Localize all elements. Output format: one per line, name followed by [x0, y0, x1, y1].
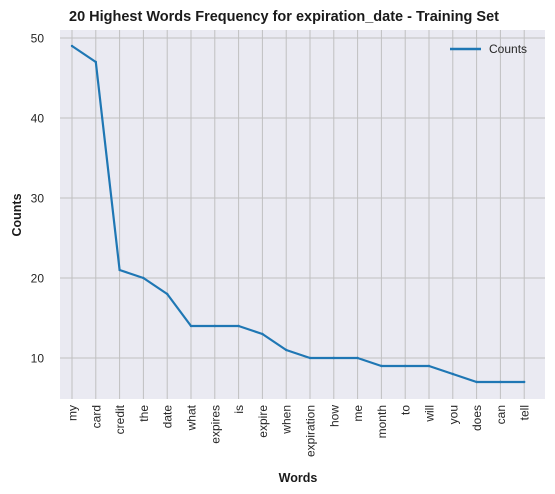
data-point-tell [523, 380, 526, 384]
x-tick-label: will [423, 405, 437, 423]
legend-label-counts: Counts [489, 42, 527, 56]
data-point-the [142, 276, 145, 280]
data-point-date [166, 292, 169, 296]
data-point-will [427, 364, 431, 368]
x-tick-label: expires [208, 405, 222, 444]
data-point-what [189, 324, 193, 328]
plot-area [60, 30, 545, 399]
data-point-does [475, 380, 478, 384]
data-point-expire [261, 332, 264, 336]
x-tick-label: expiration [304, 405, 318, 457]
data-point-you [451, 372, 454, 376]
data-point-expires [213, 324, 216, 328]
data-point-how [332, 356, 335, 360]
y-tick-label: 20 [31, 272, 45, 286]
y-tick-labels: 10 20 30 40 50 [31, 32, 45, 366]
x-tick-label: does [470, 405, 484, 431]
data-point-when [285, 348, 288, 352]
x-tick-label: to [399, 405, 413, 415]
data-point-expiration [308, 356, 312, 360]
data-point-can [499, 380, 502, 384]
data-point-me [356, 356, 359, 360]
y-axis-label: Counts [10, 193, 24, 236]
x-tick-label: date [161, 405, 175, 429]
y-tick-label: 30 [31, 192, 45, 206]
x-axis-label: Words [279, 471, 318, 485]
x-tick-label: can [494, 405, 508, 424]
x-tick-label: how [327, 405, 341, 427]
data-point-my [70, 44, 74, 48]
x-tick-label: me [351, 405, 365, 422]
x-tick-label: credit [113, 404, 127, 434]
data-point-month [380, 364, 383, 368]
y-tick-label: 40 [31, 112, 45, 126]
series-line-counts [71, 45, 525, 384]
data-point-credit [118, 268, 121, 272]
x-tick-label: when [280, 405, 294, 435]
x-tick-label: my [66, 405, 80, 421]
x-tick-label: card [89, 405, 103, 428]
x-tick-label: the [137, 405, 151, 422]
grid-lines [60, 30, 545, 399]
x-tick-label: expire [256, 405, 270, 438]
y-tick-label: 50 [31, 32, 45, 46]
x-tick-label: tell [518, 405, 532, 420]
data-point-is [237, 324, 240, 328]
x-tick-label: month [375, 405, 389, 438]
x-tick-labels: my card credit the date what expires is expire wh… [66, 404, 532, 457]
y-tick-label: 10 [31, 352, 45, 366]
chart-title: 20 Highest Words Frequency for expiratio… [69, 9, 499, 25]
x-tick-label: you [446, 405, 460, 424]
x-tick-label: is [232, 405, 246, 414]
x-tick-label: what [185, 404, 199, 431]
data-point-to [404, 364, 407, 368]
data-point-card [94, 60, 98, 64]
legend: Counts [450, 42, 527, 56]
